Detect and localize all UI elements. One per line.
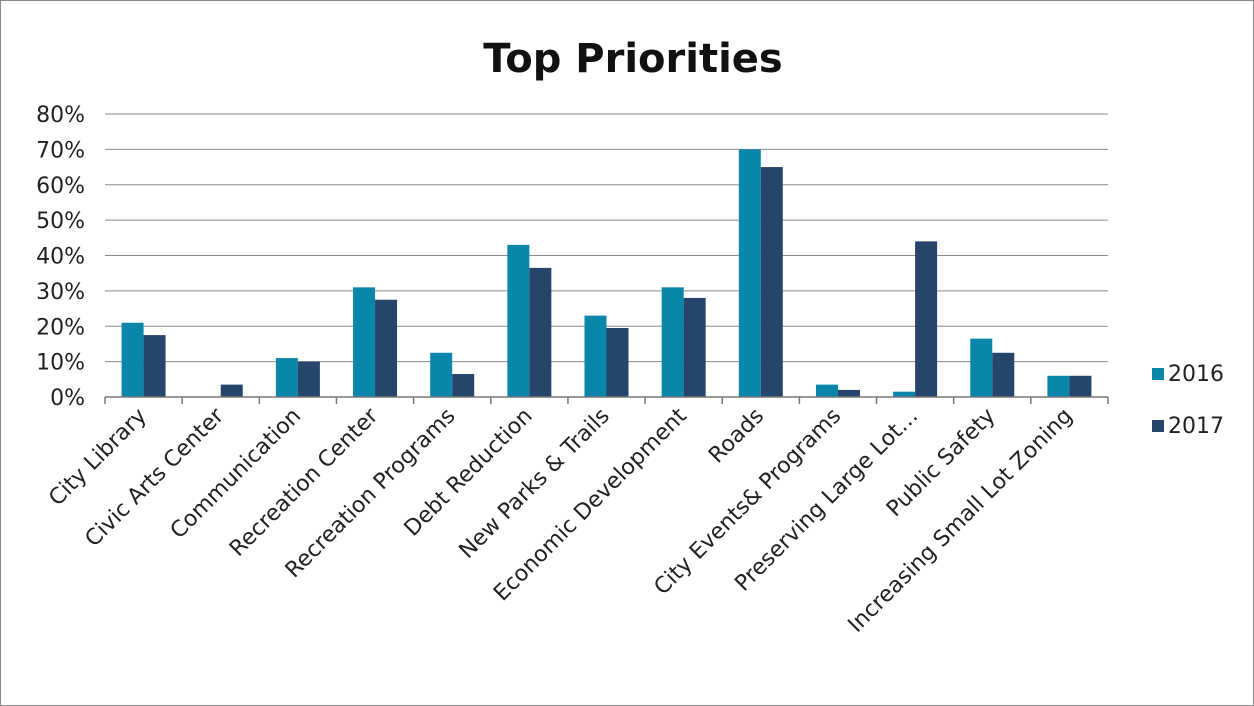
bars [121,149,1092,397]
legend-swatch-2016 [1152,368,1164,380]
axes [104,396,1109,404]
bar-2017-6 [529,267,552,397]
y-tick-label: 20% [36,315,85,340]
bar-2017-4 [375,299,398,397]
bar-2016-9 [738,149,761,397]
bar-2016-3 [275,358,298,397]
y-tick-label: 0% [50,386,85,411]
bar-2017-12 [992,352,1015,397]
y-tick-label: 30% [36,280,85,305]
y-tick-label: 70% [36,138,85,163]
y-tick-label: 40% [36,245,85,270]
bar-2017-5 [452,374,475,397]
bar-2017-1 [143,335,166,397]
chart-title: Top Priorities [483,36,782,82]
legend: 2016 2017 [1152,362,1224,439]
bar-2016-12 [970,338,993,397]
bar-2017-9 [760,167,783,397]
gridlines [105,113,1108,363]
legend-label-2016: 2016 [1168,362,1224,387]
bar-2016-10 [815,384,838,397]
bar-2017-8 [683,297,706,397]
legend-swatch-2017 [1152,420,1164,432]
bar-2017-13 [1069,375,1092,397]
bar-2017-11 [915,241,938,397]
bar-2017-2 [220,384,243,397]
bar-2016-4 [353,287,376,397]
bar-2016-1 [121,322,144,397]
y-tick-labels: 0% 10% 20% 30% 40% 50% 60% 70% 80% [36,103,85,411]
bar-2016-6 [507,244,530,397]
y-tick-label: 50% [36,209,85,234]
bar-2016-5 [430,352,453,397]
bar-2017-3 [297,361,320,397]
y-tick-label: 10% [36,351,85,376]
bar-2016-8 [661,287,684,397]
bar-2016-13 [1047,375,1070,397]
bar-2017-10 [837,389,860,397]
bar-2017-7 [606,328,629,397]
bar-2016-11 [893,391,916,397]
bar-2016-7 [584,315,607,397]
legend-label-2017: 2017 [1168,414,1224,439]
y-tick-label: 60% [36,174,85,199]
y-tick-label: 80% [36,103,85,128]
